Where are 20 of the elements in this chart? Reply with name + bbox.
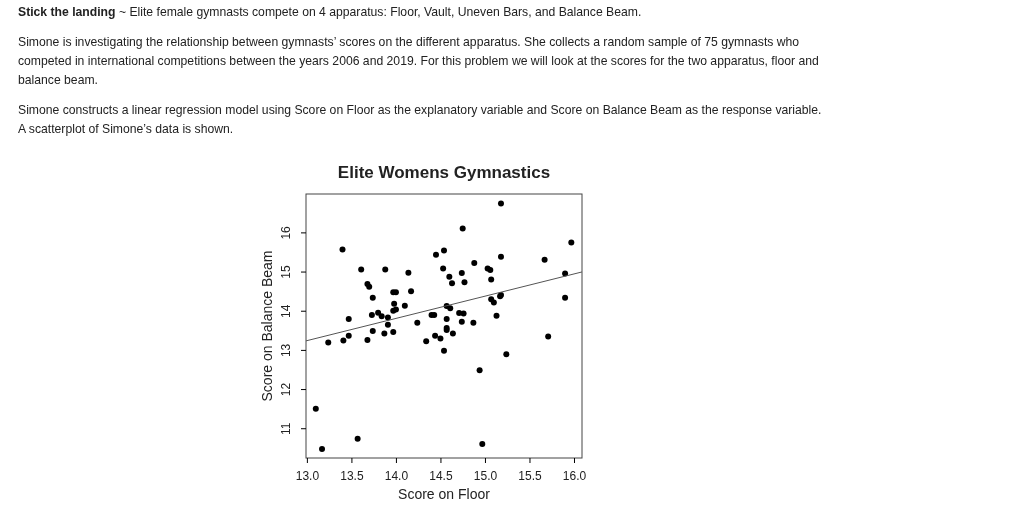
chart-title: Elite Womens Gymnastics xyxy=(337,163,551,182)
y-tick-label: 13 xyxy=(279,343,293,358)
x-tick-label: 13.5 xyxy=(340,469,364,484)
y-tick-label: 11 xyxy=(279,422,293,435)
x-tick-label: 15.5 xyxy=(518,469,542,484)
y-tick-label: 14 xyxy=(279,304,293,318)
x-tick-label: 14.5 xyxy=(429,469,453,484)
y-axis-title: Score on Balance Beam xyxy=(259,250,275,402)
x-tick-label: 15.0 xyxy=(473,469,498,484)
text: Simone constructs a linear regression model using Score on Floor as the explanatory variable and Score on Balance Beam as the response variable. A scatterplot of Simone’s data is shown. xyxy=(18,102,823,138)
y-tick-label: 15 xyxy=(279,265,293,279)
x-tick-label: 13.0 xyxy=(295,469,320,484)
text: Stick the landing xyxy=(18,5,116,19)
text: ~ Elite female gymnasts compete on 4 apparatus: Floor, Vault, Uneven Bars, and Balance Beam. xyxy=(117,5,642,19)
x-tick-label: 16.0 xyxy=(562,469,587,484)
x-axis-title: Score on Floor xyxy=(398,486,491,502)
x-tick-label: 14.0 xyxy=(384,469,409,484)
y-tick-label: 12 xyxy=(279,382,293,397)
text: Simone is investigating the relationship between gymnasts’ scores on the different apparatus. She collects a random sample of 75 gymnasts who competed in international competitions between the years 2006 and 2019. For this problem we will look at the scores for the two apparatus, floor and balance beam. xyxy=(18,34,820,89)
y-tick-label: 16 xyxy=(279,225,293,240)
